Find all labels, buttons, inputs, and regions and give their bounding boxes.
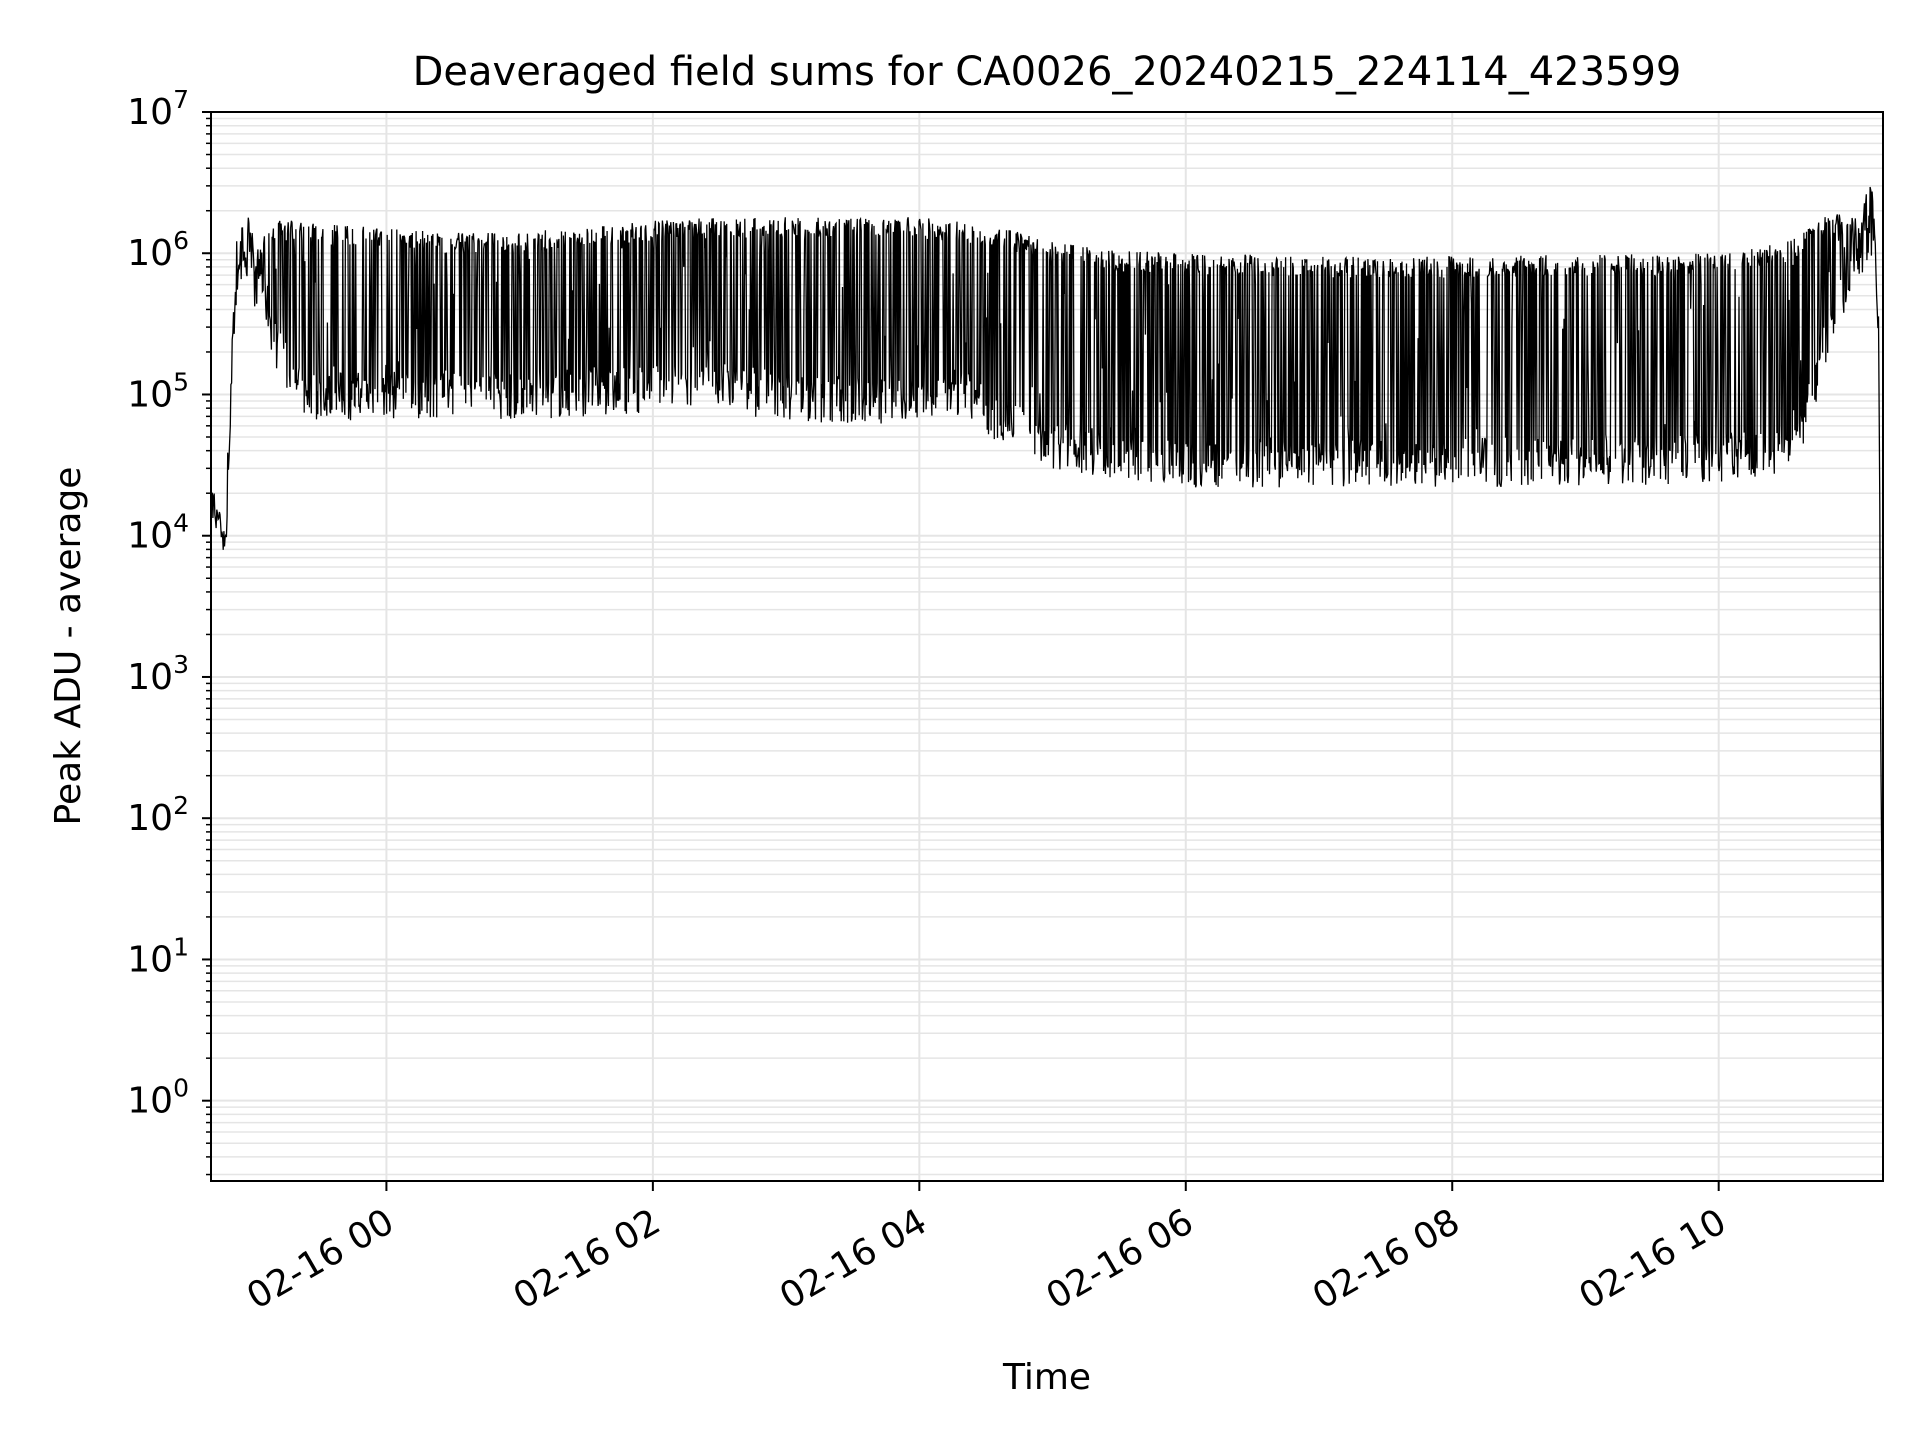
chart-title: Deaveraged field sums for CA0026_2024021… xyxy=(413,49,1682,95)
x-axis-label: Time xyxy=(1002,1357,1091,1398)
y-axis-label: Peak ADU - average xyxy=(48,467,89,826)
series-line xyxy=(210,186,1884,1096)
y-tick-label: 100 xyxy=(127,1074,189,1122)
y-tick-label: 101 xyxy=(127,932,189,980)
y-tick-label: 105 xyxy=(127,367,189,415)
y-tick-label: 103 xyxy=(127,650,189,698)
y-tick-label: 104 xyxy=(127,509,189,557)
y-tick-label: 107 xyxy=(127,85,189,133)
axis-ticks xyxy=(202,111,1720,1191)
y-tick-label: 102 xyxy=(127,791,189,839)
y-axis-tick-labels: 100 101 102 103 104 105 106 107 xyxy=(127,85,189,1122)
plot-frame xyxy=(210,111,1884,1182)
y-tick-label: 106 xyxy=(127,226,189,274)
grid-lines xyxy=(211,111,1883,1181)
series-layer xyxy=(210,186,1884,1096)
